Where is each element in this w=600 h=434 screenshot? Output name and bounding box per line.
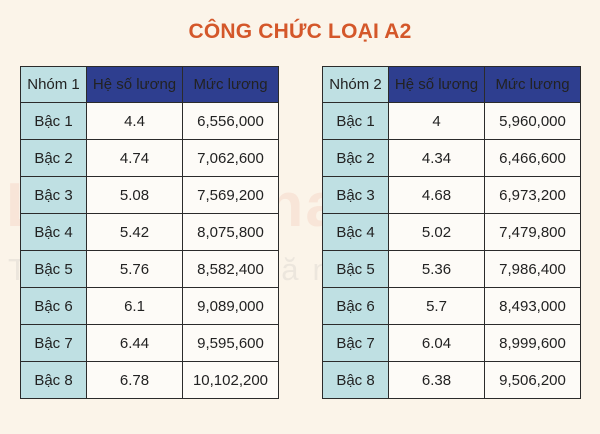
coefficient-cell: 5.02 — [388, 213, 485, 251]
table-row: Bậc 1 4 5,960,000 — [322, 102, 581, 140]
table-row: Bậc 4 5.42 8,075,800 — [20, 213, 279, 251]
salary-cell: 7,062,600 — [182, 139, 279, 177]
coefficient-cell: 5.7 — [388, 287, 485, 325]
salary-header: Mức lương — [182, 66, 279, 103]
rank-cell: Bậc 7 — [322, 324, 389, 362]
table-row: Bậc 7 6.44 9,595,600 — [20, 324, 279, 362]
coefficient-cell: 5.36 — [388, 250, 485, 288]
coefficient-cell: 5.08 — [86, 176, 183, 214]
coefficient-cell: 6.1 — [86, 287, 183, 325]
rank-cell: Bậc 4 — [322, 213, 389, 251]
rank-cell: Bậc 1 — [20, 102, 87, 140]
coefficient-cell: 6.04 — [388, 324, 485, 362]
salary-cell: 6,973,200 — [484, 176, 581, 214]
rank-cell: Bậc 3 — [20, 176, 87, 214]
rank-cell: Bậc 6 — [322, 287, 389, 325]
salary-cell: 7,569,200 — [182, 176, 279, 214]
coefficient-cell: 6.78 — [86, 361, 183, 399]
group-header: Nhóm 1 — [20, 66, 87, 103]
salary-cell: 8,999,600 — [484, 324, 581, 362]
table-row: Bậc 5 5.36 7,986,400 — [322, 250, 581, 288]
coefficient-header: Hệ số lương — [86, 66, 183, 103]
table-row: Bậc 8 6.78 10,102,200 — [20, 361, 279, 399]
page-title: CÔNG CHỨC LOẠI A2 — [188, 20, 412, 43]
salary-cell: 8,582,400 — [182, 250, 279, 288]
table-header-row: Nhóm 2 Hệ số lương Mức lương — [322, 66, 581, 103]
coefficient-header: Hệ số lương — [388, 66, 485, 103]
coefficient-cell: 4.74 — [86, 139, 183, 177]
salary-table-group-2: Nhóm 2 Hệ số lương Mức lương Bậc 1 4 5,960,00… — [322, 66, 581, 399]
salary-cell: 6,556,000 — [182, 102, 279, 140]
table-row: Bậc 3 5.08 7,569,200 — [20, 176, 279, 214]
salary-cell: 10,102,200 — [182, 361, 279, 399]
coefficient-cell: 6.44 — [86, 324, 183, 362]
table-row: Bậc 3 4.68 6,973,200 — [322, 176, 581, 214]
salary-table-group-1: Nhóm 1 Hệ số lương Mức lương Bậc 1 4.4 6,556,… — [20, 66, 279, 399]
rank-cell: Bậc 6 — [20, 287, 87, 325]
coefficient-cell: 5.76 — [86, 250, 183, 288]
table-row: Bậc 2 4.34 6,466,600 — [322, 139, 581, 177]
rank-cell: Bậc 2 — [322, 139, 389, 177]
coefficient-cell: 4.4 — [86, 102, 183, 140]
salary-cell: 8,075,800 — [182, 213, 279, 251]
table-row: Bậc 5 5.76 8,582,400 — [20, 250, 279, 288]
coefficient-cell: 4 — [388, 102, 485, 140]
salary-cell: 9,089,000 — [182, 287, 279, 325]
table-row: Bậc 6 5.7 8,493,000 — [322, 287, 581, 325]
coefficient-cell: 6.38 — [388, 361, 485, 399]
rank-cell: Bậc 5 — [20, 250, 87, 288]
coefficient-cell: 4.34 — [388, 139, 485, 177]
table-row: Bậc 7 6.04 8,999,600 — [322, 324, 581, 362]
rank-cell: Bậc 3 — [322, 176, 389, 214]
salary-cell: 9,506,200 — [484, 361, 581, 399]
salary-header: Mức lương — [484, 66, 581, 103]
rank-cell: Bậc 8 — [322, 361, 389, 399]
rank-cell: Bậc 1 — [322, 102, 389, 140]
rank-cell: Bậc 2 — [20, 139, 87, 177]
salary-cell: 7,986,400 — [484, 250, 581, 288]
group-header: Nhóm 2 — [322, 66, 389, 103]
salary-cell: 8,493,000 — [484, 287, 581, 325]
rank-cell: Bậc 8 — [20, 361, 87, 399]
table-row: Bậc 1 4.4 6,556,000 — [20, 102, 279, 140]
salary-cell: 6,466,600 — [484, 139, 581, 177]
rank-cell: Bậc 5 — [322, 250, 389, 288]
table-row: Bậc 8 6.38 9,506,200 — [322, 361, 581, 399]
coefficient-cell: 4.68 — [388, 176, 485, 214]
salary-cell: 5,960,000 — [484, 102, 581, 140]
table-header-row: Nhóm 1 Hệ số lương Mức lương — [20, 66, 279, 103]
table-row: Bậc 4 5.02 7,479,800 — [322, 213, 581, 251]
salary-cell: 9,595,600 — [182, 324, 279, 362]
salary-cell: 7,479,800 — [484, 213, 581, 251]
rank-cell: Bậc 7 — [20, 324, 87, 362]
table-row: Bậc 6 6.1 9,089,000 — [20, 287, 279, 325]
table-row: Bậc 2 4.74 7,062,600 — [20, 139, 279, 177]
rank-cell: Bậc 4 — [20, 213, 87, 251]
coefficient-cell: 5.42 — [86, 213, 183, 251]
